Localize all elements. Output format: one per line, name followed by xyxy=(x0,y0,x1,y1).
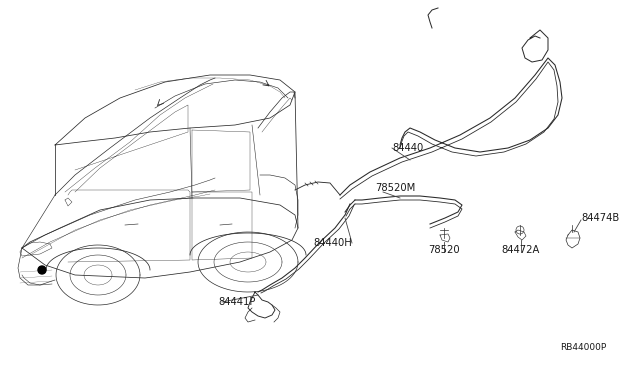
Text: RB44000P: RB44000P xyxy=(560,343,606,353)
Circle shape xyxy=(38,266,46,274)
Text: 84474B: 84474B xyxy=(581,213,620,223)
Text: 78520M: 78520M xyxy=(375,183,415,193)
Text: 78520: 78520 xyxy=(428,245,460,255)
Text: 84440H: 84440H xyxy=(313,238,352,248)
Text: 84440: 84440 xyxy=(392,143,423,153)
Text: 84472A: 84472A xyxy=(502,245,540,255)
Text: 84441P: 84441P xyxy=(218,297,255,307)
